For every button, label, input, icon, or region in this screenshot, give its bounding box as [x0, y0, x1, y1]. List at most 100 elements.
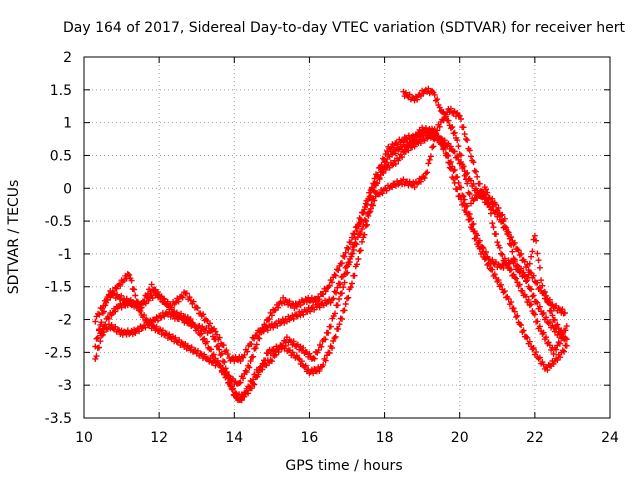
data-point [332, 272, 339, 279]
data-point [136, 328, 143, 335]
data-point [286, 298, 293, 305]
data-point [544, 299, 551, 306]
data-point [425, 160, 432, 167]
data-point [320, 361, 327, 368]
y-tick-label: -1 [58, 247, 72, 263]
data-point [147, 319, 154, 326]
data-point [253, 332, 260, 338]
data-point [363, 218, 370, 224]
data-point [137, 308, 144, 315]
data-point [511, 308, 518, 315]
data-point [257, 329, 264, 336]
data-point [524, 334, 531, 341]
data-point [106, 315, 112, 322]
data-point [94, 334, 101, 341]
data-point [520, 327, 527, 334]
data-point [508, 299, 515, 306]
y-axis-label: SDTVAR / TECUs [6, 180, 22, 295]
data-point [528, 301, 535, 308]
data-point [98, 319, 105, 326]
data-point [204, 338, 210, 345]
data-point [441, 137, 448, 144]
data-point [429, 144, 436, 151]
data-point [549, 312, 556, 319]
data-point [376, 176, 383, 183]
data-point [473, 168, 479, 175]
data-point [514, 263, 521, 270]
data-point [128, 277, 135, 284]
data-point [442, 113, 449, 120]
data-point [142, 300, 149, 307]
data-point [344, 295, 350, 302]
data-point [251, 335, 258, 342]
data-point [359, 226, 365, 232]
data-point [531, 311, 538, 318]
data-point [551, 317, 558, 323]
data-point [290, 315, 297, 322]
data-point [518, 267, 525, 274]
y-tick-label: 0.5 [50, 148, 72, 164]
data-point [353, 241, 360, 248]
data-point [389, 141, 396, 148]
data-point [302, 362, 309, 369]
data-point [479, 244, 486, 251]
data-point [330, 295, 337, 302]
data-point [154, 317, 161, 324]
data-point [415, 132, 422, 139]
data-point [360, 221, 367, 228]
data-point [460, 124, 467, 131]
data-point [489, 266, 496, 273]
data-point [248, 341, 255, 348]
data-point [444, 152, 451, 158]
data-point [500, 289, 507, 296]
data-point [213, 331, 220, 338]
data-point [341, 279, 348, 286]
data-point [207, 355, 214, 362]
data-point [489, 195, 496, 202]
data-point [217, 352, 224, 358]
x-tick-label: 14 [225, 430, 243, 446]
data-point [434, 127, 441, 134]
data-point [430, 143, 437, 150]
data-point [357, 230, 364, 237]
data-point [316, 296, 323, 303]
data-point [523, 293, 530, 300]
data-point [190, 298, 197, 305]
data-point [411, 143, 418, 150]
data-point [466, 211, 473, 218]
data-point [556, 340, 563, 347]
data-point [334, 284, 341, 291]
data-point [101, 329, 107, 335]
data-point [447, 125, 454, 132]
data-point [175, 298, 182, 305]
data-point [341, 307, 348, 314]
data-point [347, 239, 354, 246]
data-point [427, 153, 434, 160]
data-point [536, 323, 543, 330]
data-point [337, 281, 344, 288]
data-point [392, 150, 399, 157]
data-point [141, 312, 148, 319]
data-point [474, 173, 481, 180]
data-point [460, 163, 467, 170]
data-point [153, 289, 160, 296]
data-point [461, 172, 468, 179]
data-point [465, 189, 472, 196]
data-point [92, 355, 99, 362]
data-point [255, 371, 262, 378]
data-point [270, 324, 277, 331]
data-point [132, 292, 139, 299]
data-point [295, 355, 302, 362]
data-point [326, 282, 333, 289]
data-point [370, 202, 376, 209]
data-point [354, 261, 360, 268]
data-point [262, 357, 269, 364]
data-point [421, 175, 428, 182]
data-point [340, 284, 347, 291]
data-point [535, 257, 542, 264]
data-point [356, 248, 363, 255]
data-point [529, 293, 536, 300]
data-point [92, 318, 99, 325]
data-point [160, 295, 167, 302]
data-point [200, 311, 207, 318]
